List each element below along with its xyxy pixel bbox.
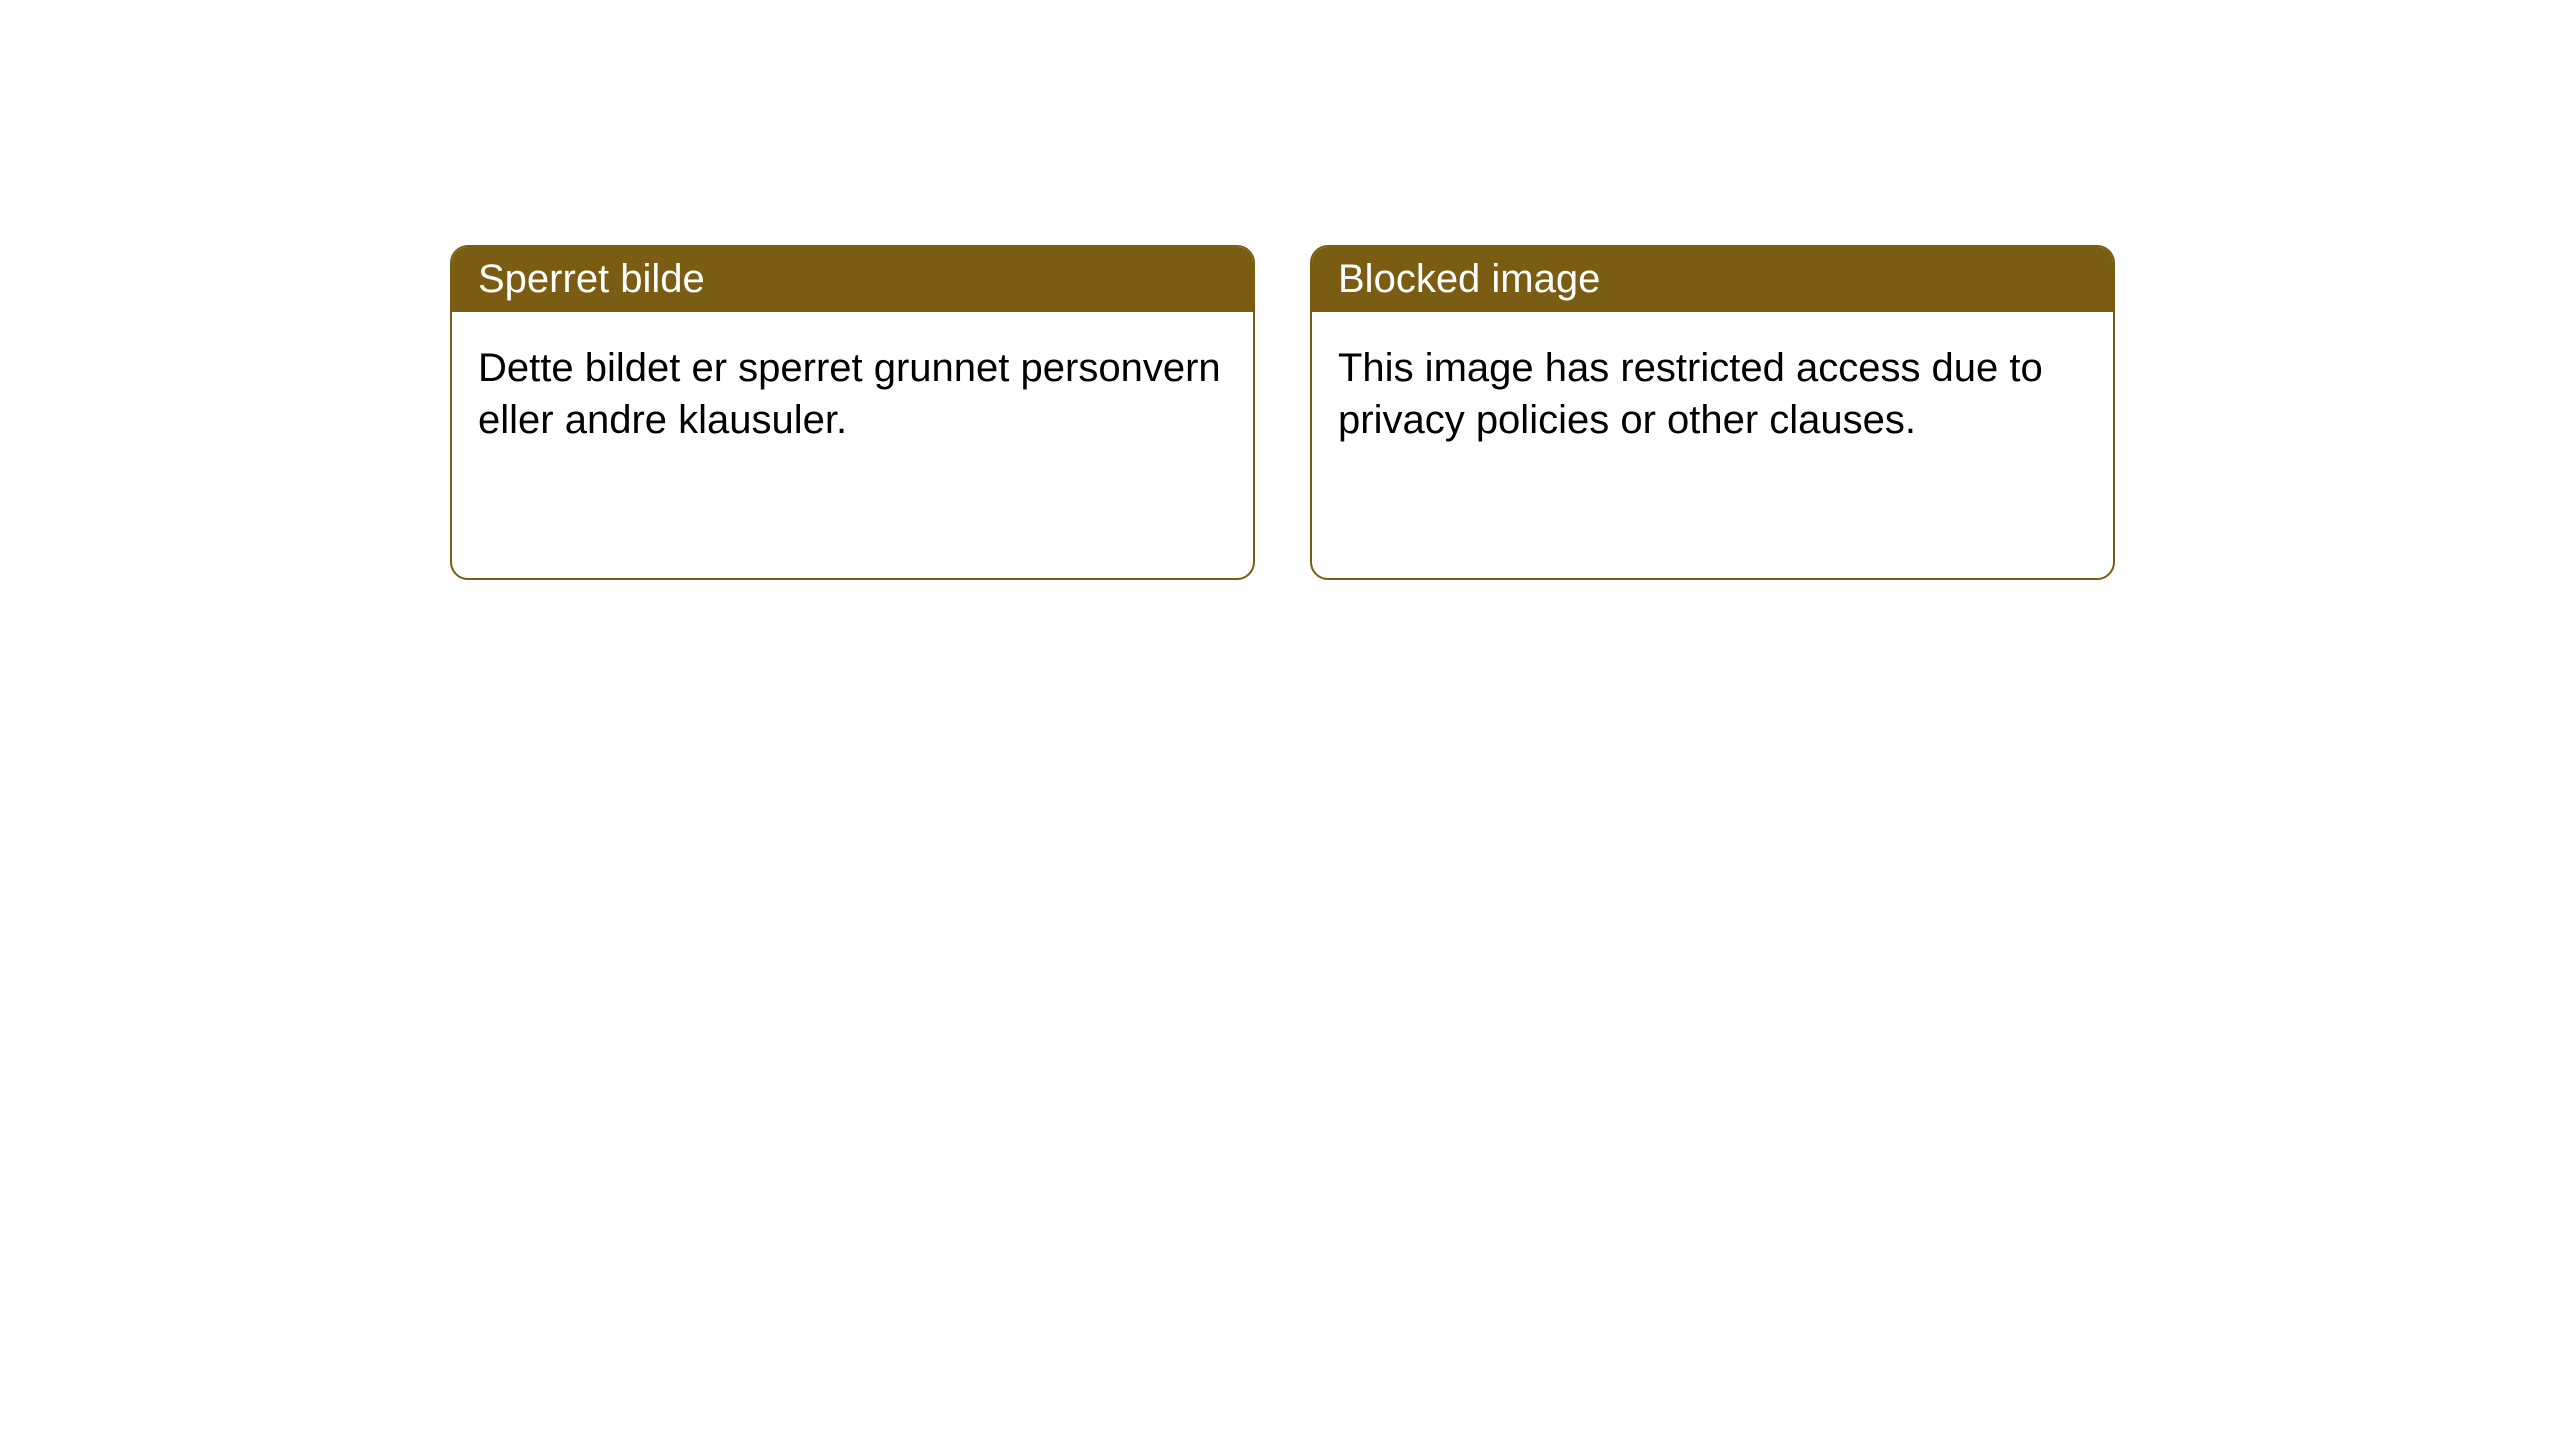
card-title: Sperret bilde	[478, 257, 705, 301]
notice-cards-container: Sperret bilde Dette bildet er sperret gr…	[0, 0, 2560, 580]
notice-card-english: Blocked image This image has restricted …	[1310, 245, 2115, 580]
card-title: Blocked image	[1338, 257, 1600, 301]
card-header: Sperret bilde	[452, 247, 1253, 312]
card-header: Blocked image	[1312, 247, 2113, 312]
card-body-text: Dette bildet er sperret grunnet personve…	[478, 346, 1221, 442]
card-body-text: This image has restricted access due to …	[1338, 346, 2043, 442]
notice-card-norwegian: Sperret bilde Dette bildet er sperret gr…	[450, 245, 1255, 580]
card-body: Dette bildet er sperret grunnet personve…	[452, 312, 1253, 476]
card-body: This image has restricted access due to …	[1312, 312, 2113, 476]
